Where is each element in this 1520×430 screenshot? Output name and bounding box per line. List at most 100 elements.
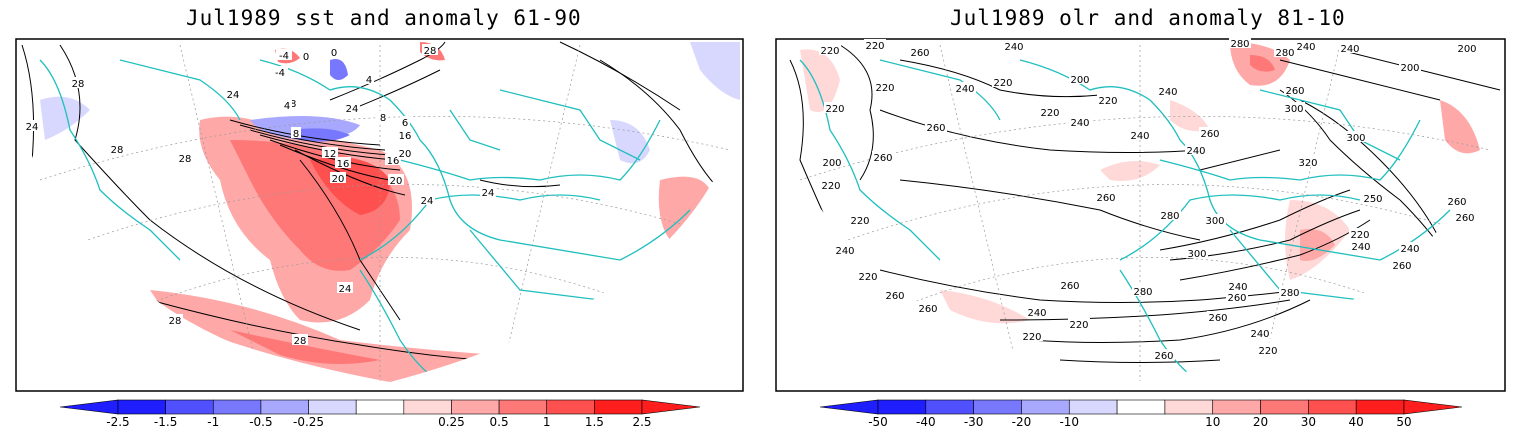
olr-contour-label: 260 (1227, 293, 1246, 304)
sst-contour-label-bg (480, 186, 496, 197)
sst-colorbar-tick-label: -0.5 (249, 415, 272, 429)
right-colorbar: -50 -40 -30 -20 -10 10 20 30 40 50 (819, 399, 1463, 429)
olr-contour-label-bg (1295, 40, 1317, 51)
olr-contour-label-bg (1362, 192, 1384, 203)
sst-contour-label: 16 (387, 156, 400, 167)
olr-colorbar-tick-label: 10 (1205, 415, 1220, 429)
olr-colorbar-tick-label: 40 (1349, 415, 1364, 429)
olr-contour-label-bg (1039, 106, 1061, 117)
olr-contour-label-bg (1186, 247, 1208, 258)
olr-colorbar-swatch (1164, 399, 1214, 415)
olr-colorbar-swatch (877, 399, 927, 415)
sst-colorbar-arrow-high (641, 399, 701, 415)
olr-contour-label: 260 (1285, 86, 1304, 97)
sst-contour-label-bg (388, 174, 404, 185)
olr-contour-label: 240 (1070, 118, 1089, 129)
olr-contour-label-bg (1129, 129, 1151, 140)
left-colorbar: -2.5 -1.5 -1 -0.5 -0.25 0.25 0.5 1 1.5 2.5 (59, 399, 701, 429)
sst-contour-label-bg (329, 46, 339, 57)
olr-colorbar-swatch (1308, 399, 1357, 415)
olr-contour-label: 300 (1284, 104, 1303, 115)
olr-contour-label-bg (884, 289, 906, 300)
olr-contour-label: 240 (1027, 308, 1046, 319)
olr-contour-label: 260 (1060, 281, 1079, 292)
right-map-coastlines (799, 59, 1451, 382)
sst-contour-label-bg (70, 77, 86, 88)
olr-contour-label-bg (925, 121, 947, 132)
olr-colorbar-tick-label: -20 (1012, 415, 1032, 429)
olr-colorbar-tick-label: 50 (1396, 415, 1411, 429)
olr-contour-label-bg (1095, 191, 1117, 202)
sst-colorbar-swatch (355, 399, 405, 415)
olr-contour-label: 240 (1340, 44, 1359, 55)
sst-contour-label: 28 (179, 154, 192, 165)
sst-contour-label-bg (167, 314, 183, 325)
olr-contour-label: 240 (955, 84, 974, 95)
olr-colorbar-tick-label: -50 (868, 415, 888, 429)
olr-contour-label-bg (917, 302, 939, 313)
olr-contour-label: 220 (820, 46, 839, 57)
left-panel-title: Jul1989 sst and anomaly 61-90 (186, 6, 582, 30)
olr-contour-label-bg (1069, 73, 1091, 84)
sst-contour-label: 28 (111, 145, 124, 156)
olr-contour-label: 260 (1455, 213, 1474, 224)
sst-contour-label-bg (422, 44, 438, 55)
olr-contour-label: 220 (825, 104, 844, 115)
olr-contour-label-bg (1227, 280, 1249, 291)
olr-contour-label-bg (1399, 61, 1421, 72)
olr-contour-label-bg (1226, 291, 1248, 302)
sst-colorbar-tick-label: 2.5 (632, 415, 651, 429)
olr-contour-label: 220 (1258, 346, 1277, 357)
sst-colorbar-tick-label: -2.5 (106, 415, 129, 429)
olr-contour-label: 300 (1205, 216, 1224, 227)
olr-contour-label-bg (1274, 46, 1296, 57)
olr-contour-label-bg (819, 44, 841, 55)
olr-contour-label: 220 (1350, 230, 1369, 241)
sst-contour-label: 0 (331, 48, 337, 59)
sst-contour-label-bg (364, 73, 374, 84)
olr-contour-label: 220 (850, 216, 869, 227)
olr-contour-label-bg (1349, 228, 1371, 239)
sst-contour-label: 20 (399, 149, 412, 160)
olr-contour-label: 220 (821, 181, 840, 192)
olr-contour-label-bg (857, 270, 879, 281)
olr-colorbar-tick-label: -30 (964, 415, 984, 429)
olr-contour-label: 240 (1351, 242, 1370, 253)
sst-contour-label-bg (24, 120, 40, 131)
olr-contour-label: 200 (822, 158, 841, 169)
olr-contour-label-bg (1257, 344, 1279, 355)
olr-contour-label: 280 (1133, 287, 1152, 298)
left-map: 2824282828-40-44024848612161620202424202… (15, 38, 744, 392)
sst-contour-label: 20 (390, 176, 403, 187)
olr-contour-label: 200 (1070, 75, 1089, 86)
olr-contour-label-bg (1456, 42, 1478, 53)
sst-colorbar-swatch (546, 399, 595, 415)
sst-contour-label: 24 (227, 90, 240, 101)
olr-contour-label-bg (1132, 285, 1154, 296)
olr-contour-label: 220 (1069, 320, 1088, 331)
sst-contour-label-bg (177, 152, 193, 163)
olr-contour-label-bg (1297, 156, 1319, 167)
olr-contour-label-bg (1003, 40, 1025, 51)
olr-contour-label: 240 (1400, 244, 1419, 255)
sst-contour-label-bg (276, 49, 292, 60)
olr-contour-label: 260 (1200, 129, 1219, 140)
olr-colorbar-swatch (973, 399, 1022, 415)
right-map-graticule (799, 44, 1491, 382)
olr-contour-label: 240 (1228, 282, 1247, 293)
olr-contour-label: 280 (1160, 211, 1179, 222)
olr-contour-label: 220 (875, 83, 894, 94)
olr-contour-label: 200 (1400, 63, 1419, 74)
olr-contour-label-bg (1068, 318, 1090, 329)
olr-contour-label-bg (872, 151, 894, 162)
olr-contour-label: 280 (1280, 288, 1299, 299)
olr-contour-label: 300 (1187, 249, 1206, 260)
olr-colorbar-tick-label: -40 (916, 415, 936, 429)
sst-contour-label: 28 (294, 336, 307, 347)
olr-contour-label-bg (821, 156, 843, 167)
sst-contour-label-bg (301, 50, 311, 61)
sst-contour-label-bg (225, 88, 241, 99)
olr-contour-label-bg (1185, 144, 1207, 155)
